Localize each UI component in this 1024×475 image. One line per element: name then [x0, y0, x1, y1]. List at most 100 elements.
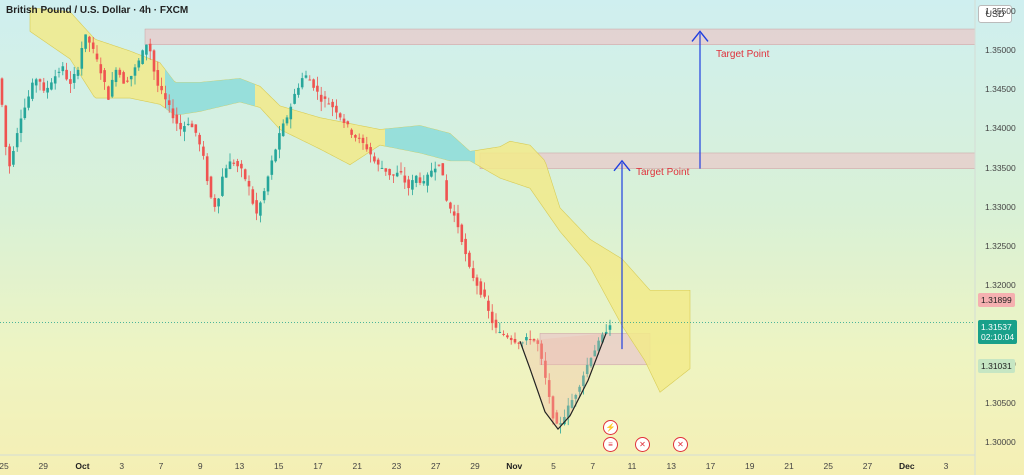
candle-body [50, 82, 53, 90]
candle-body [91, 42, 95, 49]
target-point-label-lower[interactable]: Target Point [636, 167, 690, 178]
candle-body [445, 180, 448, 201]
x-tick-label: 23 [391, 461, 402, 471]
candle-body [578, 386, 581, 392]
candle-body [369, 147, 372, 155]
candle-body [293, 93, 296, 104]
zones-layer [144, 28, 976, 366]
candle-body [19, 118, 23, 133]
candle-body [198, 134, 201, 145]
candle-body [460, 224, 464, 242]
candle-body [114, 69, 118, 83]
candle-body [361, 137, 365, 143]
candle-body [487, 300, 490, 311]
candle-body [137, 60, 141, 68]
candle-body [171, 108, 175, 119]
candle-body [27, 96, 30, 108]
candle-body [555, 412, 559, 424]
candle-body [84, 34, 87, 49]
bar-countdown: 02:10:04 [981, 332, 1015, 342]
candles-layer [0, 34, 612, 434]
candle-body [312, 79, 315, 88]
candle-body [433, 168, 437, 173]
zone-upper-resistance [144, 28, 976, 45]
uk-flag-icon[interactable]: ✕ [635, 437, 650, 452]
candle-body [316, 85, 319, 92]
candle-body [221, 176, 224, 196]
candle-body [544, 360, 547, 378]
candle-body [563, 416, 566, 425]
candle-body [46, 87, 49, 93]
candle-body [498, 331, 502, 333]
arrows-layer [613, 30, 709, 350]
chart-title: British Pound / U.S. Dollar · 4h · FXCM [6, 5, 189, 16]
candle-body [490, 311, 494, 324]
candle-body [213, 197, 217, 207]
candle-body [148, 43, 152, 52]
candle-body [186, 123, 190, 125]
candle-body [34, 79, 38, 86]
candle-body [331, 101, 334, 108]
candle-body [357, 137, 361, 139]
candle-body [95, 53, 99, 60]
candle-body [183, 126, 186, 132]
candle-body [126, 80, 129, 82]
y-tick-label: 1.35000 [985, 44, 1016, 55]
candle-body [274, 149, 277, 162]
x-tick-label: 13 [234, 461, 245, 471]
flash-icon[interactable]: ⚡ [603, 420, 618, 435]
candle-body [566, 405, 570, 418]
candle-body [376, 159, 380, 165]
candle-body [430, 170, 433, 177]
cloud-bullish [165, 69, 255, 116]
x-tick-label: 15 [274, 461, 284, 471]
candle-body [604, 331, 608, 334]
candle-body [8, 146, 11, 167]
candle-body [300, 78, 304, 88]
y-tick-label: 1.30000 [985, 437, 1016, 448]
candle-body [441, 163, 445, 176]
candle-body [80, 47, 84, 69]
candle-body [540, 343, 543, 359]
candle-body [281, 123, 285, 137]
candle-body [513, 338, 517, 343]
x-tick-label: 11 [627, 461, 637, 471]
candle-body [601, 334, 604, 343]
candle-body [384, 168, 388, 172]
candle-body [297, 87, 300, 95]
candle-body [468, 252, 471, 267]
candle-body [471, 268, 475, 279]
candle-body [365, 144, 369, 150]
candle-body [582, 375, 585, 387]
candle-body [407, 179, 410, 189]
x-tick-label: 29 [470, 461, 480, 471]
candle-body [532, 339, 536, 342]
candle-body [217, 198, 220, 207]
x-tick-label: Dec [898, 461, 915, 471]
support-price-tag: 1.31031 [978, 359, 1015, 373]
x-tick-label: 17 [313, 461, 323, 471]
candle-body [247, 180, 251, 187]
candle-body [270, 160, 274, 175]
target-point-label-upper[interactable]: Target Point [716, 49, 770, 60]
currency-button[interactable]: USD [978, 5, 1012, 23]
candle-body [285, 117, 289, 124]
x-tick-label: 27 [431, 461, 441, 471]
candle-body [53, 76, 57, 84]
current-price: 1.31537 [981, 322, 1012, 332]
x-tick-label: Oct [75, 461, 90, 471]
y-tick-label: 1.33000 [985, 201, 1016, 212]
candle-body [152, 50, 156, 72]
us-flag-icon[interactable]: ≡ [603, 437, 618, 452]
candle-body [259, 202, 262, 216]
candle-body [380, 167, 384, 169]
target-arrow-head [691, 30, 709, 42]
uk-flag-icon[interactable]: ✕ [673, 437, 688, 452]
x-tick-label: 27 [862, 461, 873, 471]
candle-body [452, 211, 456, 216]
candle-body [255, 200, 258, 214]
candle-body [240, 163, 243, 169]
candle-body [31, 82, 34, 99]
candle-body [392, 174, 395, 176]
